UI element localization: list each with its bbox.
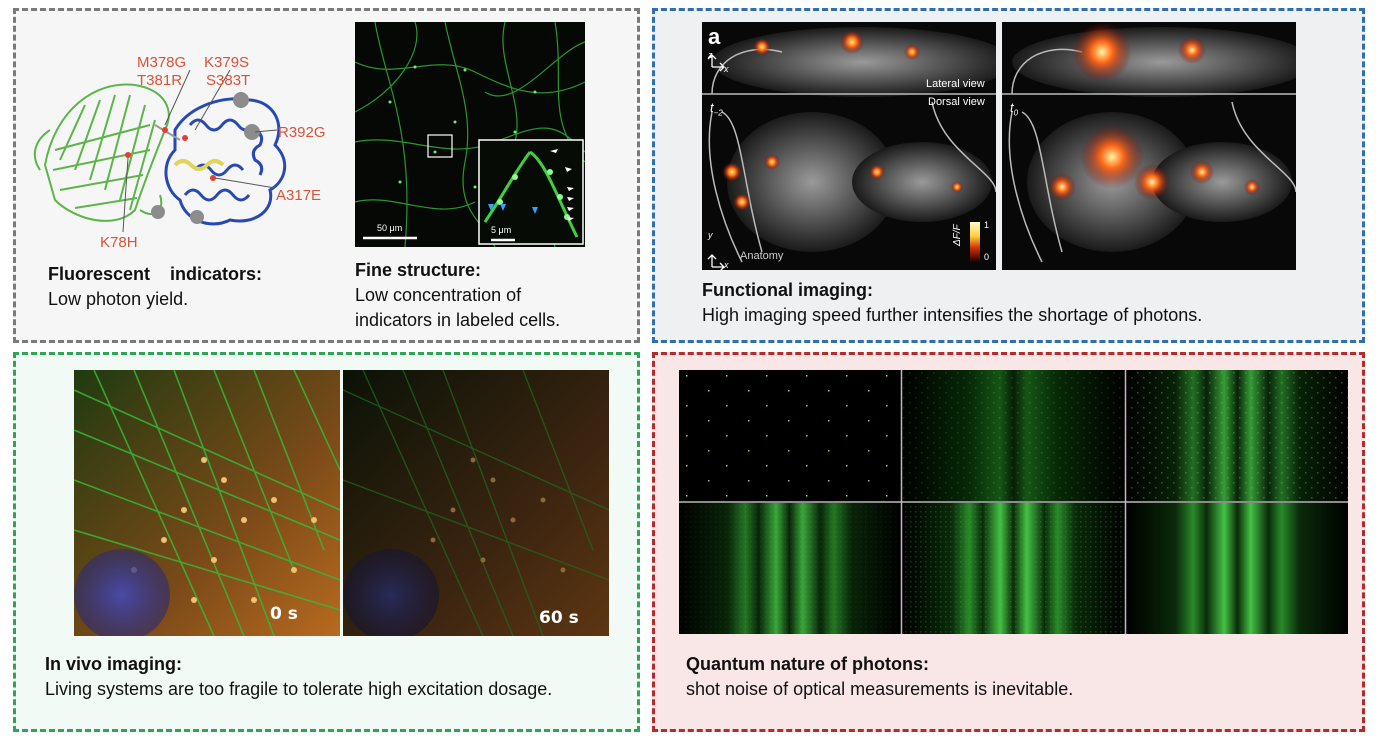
zebrafish-brain-image-t-0: t0 (1002, 22, 1296, 270)
fine-structure-caption: Fine structure: Low concentration of ind… (355, 258, 560, 333)
panel-letter: a (708, 24, 721, 49)
mutation-label-m378g: M378G (137, 54, 187, 71)
mutation-label-s383t: S383T (206, 72, 251, 89)
functional-imaging-title: Functional imaging: (702, 280, 873, 300)
time-minus-2-subscript: −2 (713, 108, 723, 118)
colorbar-min: 0 (984, 252, 990, 262)
fluorescent-indicators-title: Fluorescent indicators: (48, 264, 263, 284)
zebrafish-brain-image-t-minus-2: a z x Lateral view Dorsal view t−2 y x A… (702, 22, 996, 270)
in-vivo-image-60s: 60 s (343, 370, 609, 636)
time-t-minus-2-label: t−2 (710, 100, 723, 118)
functional-imaging-caption: Functional imaging: High imaging speed f… (702, 278, 1202, 328)
mutation-label-r392g: R392G (278, 124, 326, 141)
colorbar-max: 1 (984, 220, 990, 230)
mutation-label-t381r: T381R (137, 72, 183, 89)
scale-bar-main-label: 50 μm (377, 223, 403, 233)
dorsal-view-label: Dorsal view (928, 96, 985, 108)
time-t-symbol-2: t (1010, 100, 1014, 115)
axis-x-label-lateral: x (724, 64, 729, 74)
in-vivo-imaging-text: Living systems are too fragile to tolera… (45, 679, 553, 699)
in-vivo-imaging-caption: In vivo imaging: Living systems are too … (45, 652, 552, 702)
fine-structure-text-line2: indicators in labeled cells. (355, 310, 561, 330)
fine-structure-text-line1: Low concentration of (355, 285, 522, 305)
scale-bar-inset-label: 5 μm (491, 225, 512, 235)
fluorescent-indicators-text: Low photon yield. (48, 289, 189, 309)
time-label-60s: 60 s (539, 608, 579, 628)
photon-shot-noise-grid (679, 370, 1348, 634)
axis-y-label: y (708, 230, 713, 240)
colorbar-label: ΔF/F (952, 224, 963, 246)
in-vivo-image-0s: 0 s (74, 370, 340, 636)
quantum-photons-text: shot noise of optical measurements is in… (686, 679, 1074, 699)
fluorescent-indicators-caption: Fluorescent indicators: Low photon yield… (48, 262, 262, 312)
mutation-label-k78h: K78H (100, 234, 138, 251)
neuron-fine-structure-image: 50 μm 5 μm (355, 22, 585, 247)
lateral-view-label: Lateral view (926, 78, 985, 90)
anatomy-label: Anatomy (740, 250, 784, 262)
protein-structure-illustration (33, 70, 286, 233)
mutation-label-a317e: A317E (276, 187, 322, 204)
mutation-label-k379s: K379S (204, 54, 250, 71)
time-t0-label: t0 (1010, 100, 1018, 118)
time-t-symbol: t (710, 100, 714, 115)
quantum-photons-title: Quantum nature of photons: (686, 654, 929, 674)
time-zero-subscript: 0 (1013, 108, 1019, 118)
quantum-photons-caption: Quantum nature of photons: shot noise of… (686, 652, 1073, 702)
axis-x-label-dorsal: x (724, 260, 729, 270)
fine-structure-title: Fine structure: (355, 260, 482, 280)
axis-z-label: z (708, 50, 713, 60)
in-vivo-imaging-title: In vivo imaging: (45, 654, 183, 674)
time-label-0s: 0 s (270, 604, 298, 624)
functional-imaging-text: High imaging speed further intensifies t… (702, 305, 1203, 325)
